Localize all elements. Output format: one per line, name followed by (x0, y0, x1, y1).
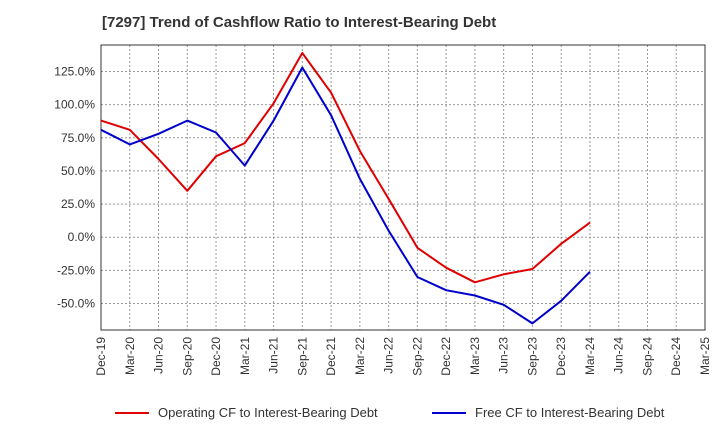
x-tick-label: Mar-24 (583, 337, 597, 375)
x-tick-label: Mar-20 (123, 337, 137, 375)
x-tick-label: Dec-24 (669, 337, 683, 376)
x-tick-label: Mar-25 (698, 337, 712, 375)
y-tick-label: 125.0% (54, 65, 95, 79)
x-tick-label: Sep-24 (640, 337, 654, 376)
x-tick-label: Sep-22 (410, 337, 424, 376)
x-tick-label: Mar-21 (238, 337, 252, 375)
y-tick-label: -25.0% (57, 263, 95, 277)
x-tick-label: Sep-21 (295, 337, 309, 376)
series-line-operating-cf (100, 52, 591, 284)
plot-frame (100, 44, 706, 331)
x-tick-label: Dec-22 (439, 337, 453, 376)
x-tick-label: Jun-21 (267, 337, 281, 374)
x-tick-label: Dec-23 (554, 337, 568, 376)
y-tick-label: 25.0% (61, 197, 95, 211)
y-tick-label: 50.0% (61, 164, 95, 178)
series-line-free-cf (100, 66, 591, 325)
x-tick-label: Sep-20 (180, 337, 194, 376)
legend-label-free-cf: Free CF to Interest-Bearing Debt (475, 405, 665, 420)
x-tick-label: Dec-20 (209, 337, 223, 376)
legend-item-operating-cf: Operating CF to Interest-Bearing Debt (115, 405, 378, 420)
y-tick-label: 75.0% (61, 131, 95, 145)
grid-lines (100, 45, 706, 330)
axes: 125.0% 100.0% 75.0% 50.0% 25.0% 0.0% -25.0% -50… (54, 44, 712, 376)
series-lines (100, 52, 591, 325)
y-tick-label: 0.0% (68, 230, 96, 244)
legend-item-free-cf: Free CF to Interest-Bearing Debt (432, 405, 664, 420)
y-tick-label: 100.0% (54, 98, 95, 112)
legend-label-operating-cf: Operating CF to Interest-Bearing Debt (158, 405, 378, 420)
legend: Operating CF to Interest-Bearing Debt Fr… (0, 405, 720, 427)
x-tick-label: Dec-19 (94, 337, 108, 376)
chart-title: [7297] Trend of Cashflow Ratio to Intere… (102, 14, 497, 31)
x-tick-label: Mar-23 (468, 337, 482, 375)
x-tick-label: Dec-21 (324, 337, 338, 376)
legend-swatch-operating-cf (115, 411, 149, 414)
x-tick-label: Jun-24 (612, 337, 626, 374)
x-tick-label: Jun-20 (152, 337, 166, 374)
x-tick-label: Jun-22 (382, 337, 396, 374)
legend-swatch-free-cf (432, 411, 466, 414)
y-tick-label: -50.0% (57, 296, 95, 310)
x-tick-label: Jun-23 (497, 337, 511, 374)
x-tick-label: Mar-22 (353, 337, 367, 375)
x-tick-label: Sep-23 (525, 337, 539, 376)
